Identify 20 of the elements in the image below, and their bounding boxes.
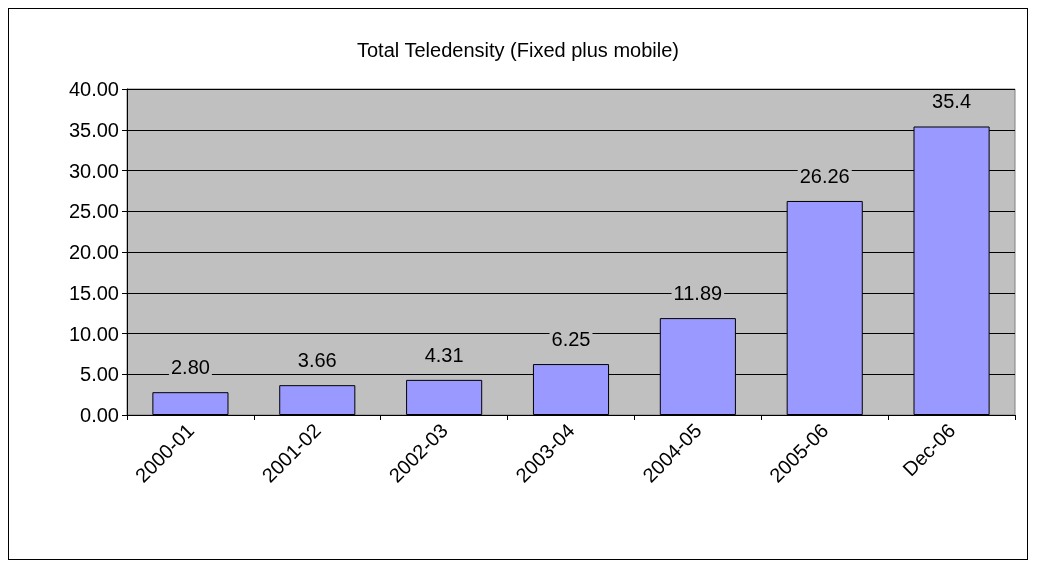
y-tick-label: 15.00 <box>68 281 119 304</box>
bar <box>152 392 229 415</box>
bar <box>279 385 356 415</box>
data-label: 6.25 <box>551 328 591 351</box>
y-tick-label: 10.00 <box>68 322 119 345</box>
y-tick-label: 25.00 <box>68 200 119 223</box>
y-tick-label: 30.00 <box>68 159 119 182</box>
chart-title: Total Teledensity (Fixed plus mobile) <box>356 39 680 61</box>
bar <box>406 379 483 415</box>
y-tick-label: 0.00 <box>80 404 119 426</box>
y-tick-label: 40.00 <box>68 78 119 100</box>
y-tick-label: 20.00 <box>68 241 119 263</box>
data-label: 2.80 <box>170 356 210 379</box>
data-label: 3.66 <box>297 349 337 372</box>
data-label: 4.31 <box>424 343 464 366</box>
data-label: 11.89 <box>673 282 723 305</box>
data-label: 26.26 <box>799 164 850 187</box>
data-label: 35.4 <box>932 90 972 113</box>
y-tick-label: 5.00 <box>80 363 119 386</box>
y-tick-label: 35.00 <box>68 118 119 141</box>
